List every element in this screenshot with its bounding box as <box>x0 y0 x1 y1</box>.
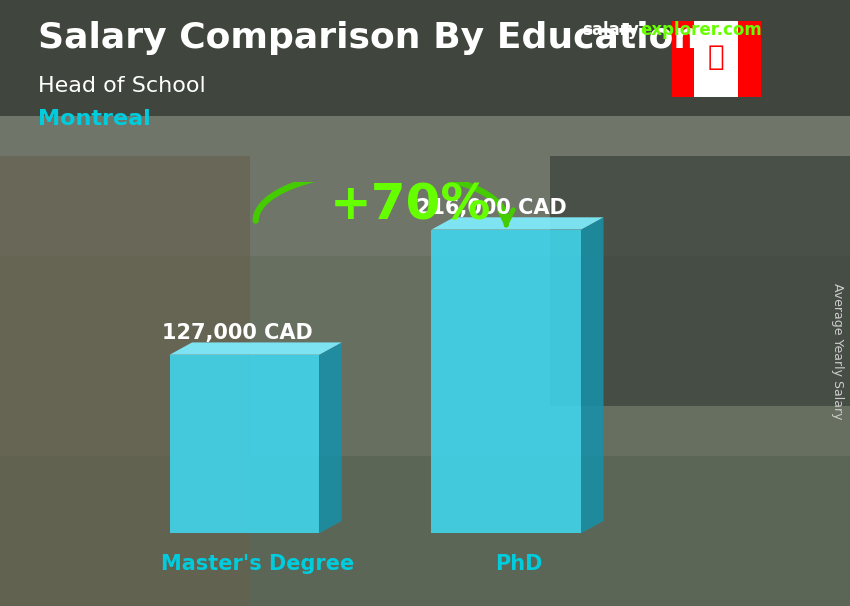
Polygon shape <box>170 342 342 355</box>
Text: Average Yearly Salary: Average Yearly Salary <box>830 283 844 420</box>
Polygon shape <box>432 230 581 533</box>
Polygon shape <box>432 218 604 230</box>
Text: Salary Comparison By Education: Salary Comparison By Education <box>38 21 700 55</box>
Text: Master's Degree: Master's Degree <box>161 553 354 574</box>
Text: Montreal: Montreal <box>38 109 151 129</box>
Text: Head of School: Head of School <box>38 76 206 96</box>
Bar <box>739 21 761 97</box>
Polygon shape <box>170 355 320 533</box>
Bar <box>0 456 850 606</box>
Text: explorer.com: explorer.com <box>640 21 762 39</box>
Polygon shape <box>320 342 342 533</box>
Bar <box>0 156 250 606</box>
Bar <box>0 0 850 116</box>
Text: salary: salary <box>582 21 639 39</box>
Bar <box>672 21 694 97</box>
Bar <box>0 0 850 256</box>
Text: 127,000 CAD: 127,000 CAD <box>162 324 312 344</box>
Text: +70%: +70% <box>330 182 491 230</box>
Text: 🍁: 🍁 <box>708 43 724 71</box>
Bar <box>550 156 850 406</box>
Polygon shape <box>581 218 604 533</box>
Text: 216,000 CAD: 216,000 CAD <box>416 198 567 218</box>
Text: PhD: PhD <box>496 553 542 574</box>
Bar <box>0 256 850 456</box>
